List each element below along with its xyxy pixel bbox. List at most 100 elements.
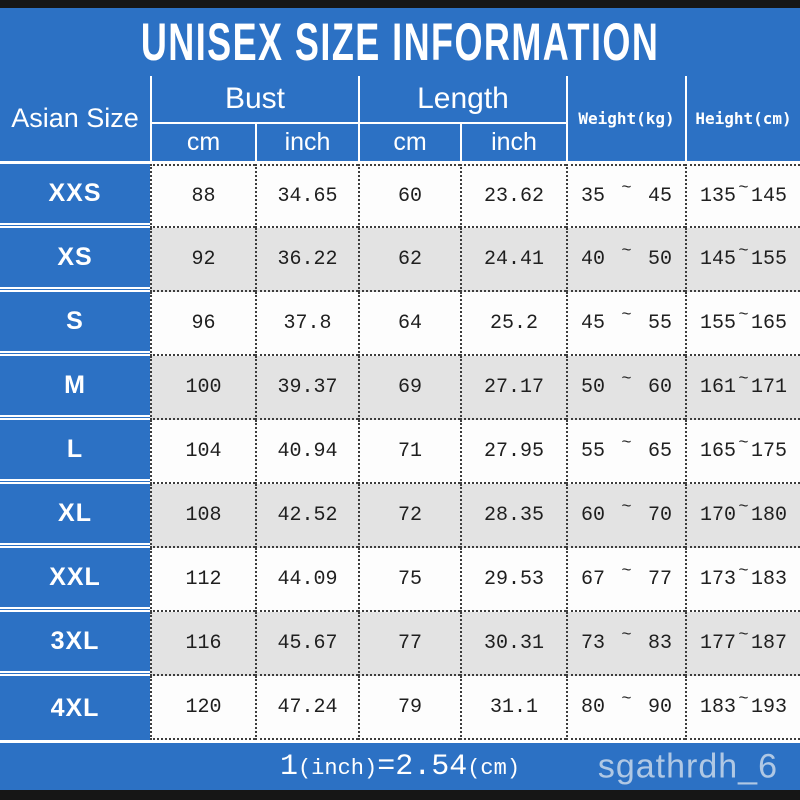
tilde: ~ bbox=[738, 369, 749, 389]
height-min: 183 bbox=[700, 695, 737, 719]
weight-range-cell: 60 ~70 bbox=[566, 484, 685, 548]
weight-range-cell: 40 ~50 bbox=[566, 228, 685, 292]
height-max: 155 bbox=[750, 247, 787, 271]
height-min: 155 bbox=[700, 311, 737, 335]
weight-range-cell: 45 ~55 bbox=[566, 292, 685, 356]
weight-max: 77 bbox=[647, 567, 672, 591]
divider bbox=[0, 740, 800, 743]
weight-max: 83 bbox=[647, 631, 672, 655]
conversion-note: 1 (inch) = 2.54 (cm) bbox=[280, 750, 520, 784]
bust-inch-cell: 42.52 bbox=[255, 484, 358, 548]
conversion-num2: 2.54 bbox=[395, 749, 468, 784]
table-row: L 104 40.94 71 27.95 55 ~65 165 ~175 bbox=[0, 420, 800, 484]
weight-max: 70 bbox=[647, 503, 672, 527]
size-label: XXL bbox=[0, 548, 150, 612]
tilde: ~ bbox=[621, 497, 632, 517]
tilde: ~ bbox=[621, 561, 632, 581]
height-max: 183 bbox=[750, 567, 787, 591]
length-cm-cell: 75 bbox=[358, 548, 460, 612]
table-row: XS 92 36.22 62 24.41 40 ~50 145 ~155 bbox=[0, 228, 800, 292]
height-max: 193 bbox=[750, 695, 787, 719]
weight-range-cell: 50 ~60 bbox=[566, 356, 685, 420]
height-max: 145 bbox=[750, 184, 787, 208]
tilde: ~ bbox=[738, 497, 749, 517]
header-length-inch: inch bbox=[460, 122, 566, 161]
bust-inch-cell: 40.94 bbox=[255, 420, 358, 484]
top-border-bar bbox=[0, 0, 800, 8]
bust-cm-cell: 92 bbox=[150, 228, 255, 292]
size-label: M bbox=[0, 356, 150, 420]
tilde: ~ bbox=[621, 178, 632, 198]
header-bust: Bust bbox=[150, 76, 358, 122]
tilde: ~ bbox=[621, 625, 632, 645]
tilde: ~ bbox=[621, 241, 632, 261]
size-label: 3XL bbox=[0, 612, 150, 676]
size-label: XS bbox=[0, 228, 150, 292]
footer-band: 1 (inch) = 2.54 (cm) sgathrdh_6 bbox=[0, 743, 800, 790]
weight-max: 45 bbox=[647, 184, 672, 208]
header-weight: Weight(kg) bbox=[566, 76, 685, 161]
height-min: 173 bbox=[700, 567, 737, 591]
length-cm-cell: 72 bbox=[358, 484, 460, 548]
height-max: 175 bbox=[750, 439, 787, 463]
header-bust-cm: cm bbox=[150, 122, 255, 161]
bust-inch-cell: 45.67 bbox=[255, 612, 358, 676]
size-label: S bbox=[0, 292, 150, 356]
height-range-cell: 145 ~155 bbox=[685, 228, 800, 292]
length-inch-cell: 24.41 bbox=[460, 228, 566, 292]
bust-cm-cell: 88 bbox=[150, 164, 255, 228]
conversion-equals: = bbox=[377, 749, 396, 784]
weight-max: 65 bbox=[647, 439, 672, 463]
height-min: 161 bbox=[700, 375, 737, 399]
bottom-border-bar bbox=[0, 790, 800, 800]
length-cm-cell: 79 bbox=[358, 676, 460, 740]
height-range-cell: 155 ~165 bbox=[685, 292, 800, 356]
bust-inch-cell: 34.65 bbox=[255, 164, 358, 228]
weight-min: 35 bbox=[581, 184, 606, 208]
height-min: 145 bbox=[700, 247, 737, 271]
bust-cm-cell: 96 bbox=[150, 292, 255, 356]
weight-max: 60 bbox=[647, 375, 672, 399]
conversion-unit2: (cm) bbox=[467, 755, 521, 781]
table-row: M 100 39.37 69 27.17 50 ~60 161 ~171 bbox=[0, 356, 800, 420]
weight-min: 67 bbox=[581, 567, 606, 591]
bust-inch-cell: 44.09 bbox=[255, 548, 358, 612]
bust-cm-cell: 108 bbox=[150, 484, 255, 548]
length-cm-cell: 64 bbox=[358, 292, 460, 356]
weight-range-cell: 35 ~45 bbox=[566, 164, 685, 228]
table-row: XXS 88 34.65 60 23.62 35 ~45 135 ~145 bbox=[0, 164, 800, 228]
weight-max: 90 bbox=[647, 695, 672, 719]
conversion-num1: 1 bbox=[279, 749, 298, 784]
height-min: 170 bbox=[700, 503, 737, 527]
bust-cm-cell: 120 bbox=[150, 676, 255, 740]
height-min: 165 bbox=[700, 439, 737, 463]
length-inch-cell: 23.62 bbox=[460, 164, 566, 228]
height-min: 135 bbox=[700, 184, 737, 208]
header-height: Height(cm) bbox=[685, 76, 800, 161]
height-range-cell: 173 ~183 bbox=[685, 548, 800, 612]
bust-cm-cell: 112 bbox=[150, 548, 255, 612]
tilde: ~ bbox=[621, 369, 632, 389]
weight-min: 50 bbox=[581, 375, 606, 399]
size-label: XL bbox=[0, 484, 150, 548]
table-row: XL 108 42.52 72 28.35 60 ~70 170 ~180 bbox=[0, 484, 800, 548]
bust-inch-cell: 37.8 bbox=[255, 292, 358, 356]
table-row: 3XL 116 45.67 77 30.31 73 ~83 177 ~187 bbox=[0, 612, 800, 676]
length-inch-cell: 29.53 bbox=[460, 548, 566, 612]
bust-inch-cell: 39.37 bbox=[255, 356, 358, 420]
weight-range-cell: 67 ~77 bbox=[566, 548, 685, 612]
height-range-cell: 170 ~180 bbox=[685, 484, 800, 548]
bust-cm-cell: 104 bbox=[150, 420, 255, 484]
header-asian-size: Asian Size bbox=[11, 103, 139, 133]
tilde: ~ bbox=[738, 241, 749, 261]
header-length-cm: cm bbox=[358, 122, 460, 161]
size-label: L bbox=[0, 420, 150, 484]
length-inch-cell: 28.35 bbox=[460, 484, 566, 548]
page-title: UNISEX SIZE INFORMATION bbox=[140, 12, 660, 72]
length-inch-cell: 30.31 bbox=[460, 612, 566, 676]
table-header: Asian Size Bust Length cm inch cm inch W… bbox=[0, 76, 800, 164]
height-range-cell: 135 ~145 bbox=[685, 164, 800, 228]
weight-range-cell: 73 ~83 bbox=[566, 612, 685, 676]
title-band: UNISEX SIZE INFORMATION bbox=[0, 8, 800, 76]
